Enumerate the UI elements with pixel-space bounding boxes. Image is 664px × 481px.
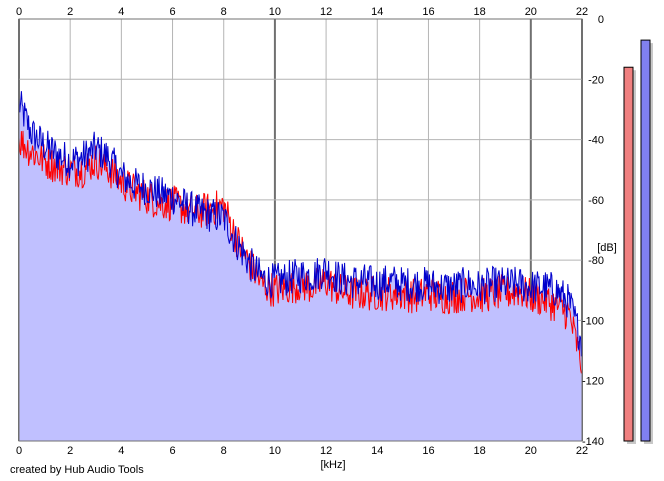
x-tick-label-top: 8 xyxy=(221,6,227,18)
level-meter-bar xyxy=(640,39,651,442)
y-tick-label: -40 xyxy=(588,135,604,147)
x-tick-label-bottom: 0 xyxy=(16,445,22,457)
x-tick-label-bottom: 12 xyxy=(320,445,332,457)
y-tick-label: 0 xyxy=(598,14,604,26)
x-tick-label-top: 2 xyxy=(67,6,73,18)
x-tick-label-top: 6 xyxy=(169,6,175,18)
x-tick-label-top: 0 xyxy=(16,6,22,18)
x-tick-label-top: 14 xyxy=(371,6,383,18)
credit-text: created by Hub Audio Tools xyxy=(10,464,144,476)
x-tick-label-top: 18 xyxy=(474,6,486,18)
x-tick-labels-top: 0 2 4 6 8 10 12 14 16 18 20 22 xyxy=(16,6,588,18)
x-tick-label-top: 4 xyxy=(118,6,124,18)
x-tick-label-bottom: 22 xyxy=(576,445,588,457)
x-tick-label-bottom: 4 xyxy=(118,445,124,457)
x-tick-label-top: 20 xyxy=(525,6,537,18)
x-tick-label-top: 16 xyxy=(422,6,434,18)
x-tick-label-bottom: 20 xyxy=(525,445,537,457)
y-tick-label: -120 xyxy=(582,376,604,388)
x-tick-label-top: 22 xyxy=(576,6,588,18)
plot-border xyxy=(18,18,583,442)
x-tick-labels-bottom: 0 2 4 6 8 10 12 14 16 18 20 22 xyxy=(16,445,588,457)
spectrum-area-fill xyxy=(19,91,582,441)
x-tick-label-bottom: 2 xyxy=(67,445,73,457)
x-tick-label-top: 12 xyxy=(320,6,332,18)
y-tick-label: -140 xyxy=(582,436,604,448)
series-blue-line xyxy=(18,91,582,357)
y-tick-labels: 0 -20 -40 -60 -80 -100 -120 -140 xyxy=(582,14,604,448)
y-tick-label: -100 xyxy=(582,315,604,327)
level-meter-bar xyxy=(623,66,634,442)
x-tick-label-bottom: 14 xyxy=(371,445,383,457)
y-tick-label: -80 xyxy=(588,255,604,267)
level-meters xyxy=(623,39,653,444)
x-tick-label-top: 10 xyxy=(269,6,281,18)
x-tick-label-bottom: 10 xyxy=(269,445,281,457)
x-tick-label-bottom: 16 xyxy=(422,445,434,457)
x-tick-label-bottom: 18 xyxy=(474,445,486,457)
x-tick-label-bottom: 6 xyxy=(169,445,175,457)
x-tick-label-bottom: 8 xyxy=(221,445,227,457)
x-axis-unit: [kHz] xyxy=(320,459,345,471)
y-tick-label: -20 xyxy=(588,74,604,86)
y-axis-unit: [dB] xyxy=(597,242,617,254)
y-tick-label: -60 xyxy=(588,195,604,207)
